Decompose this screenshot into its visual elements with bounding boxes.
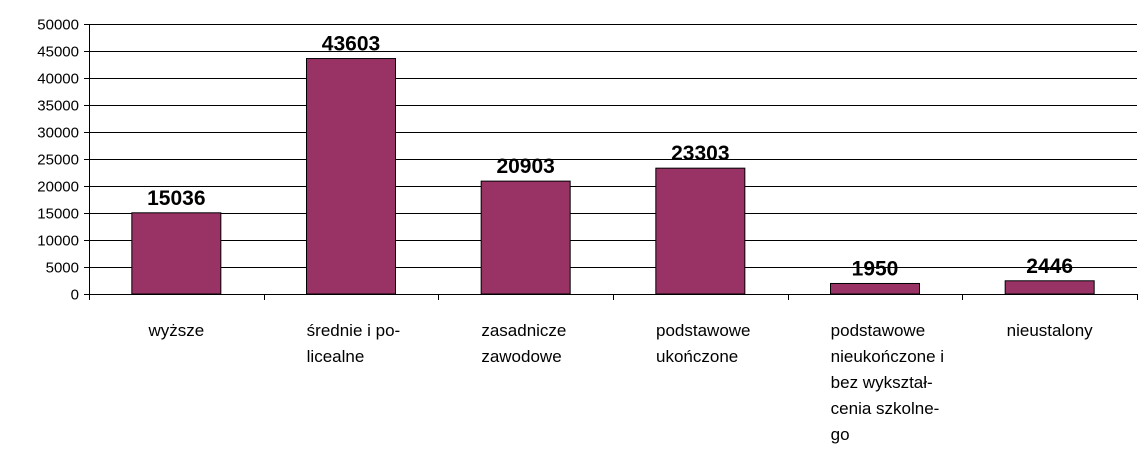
data-label: 20903 [496,155,554,178]
y-tick-label: 5000 [46,260,79,277]
x-category-label: wyższe [147,321,204,340]
bar [480,180,571,295]
x-category-label: bez wykształ- [831,373,933,392]
y-tick-label: 40000 [37,71,79,88]
bar [306,58,396,295]
y-tick-label: 15000 [37,206,79,223]
data-label: 43603 [322,33,380,56]
x-category-label: zasadnicze [481,321,566,340]
x-category-label: zawodowe [481,347,561,366]
x-category-label: średnie i po- [307,321,401,340]
bar [131,212,222,295]
bar [830,282,920,295]
y-tick-label: 45000 [37,44,79,61]
data-label: 2446 [1026,255,1073,278]
y-tick-label: 10000 [37,233,79,250]
bar [655,167,746,295]
x-category-label: licealne [307,347,365,366]
data-label: 23303 [671,142,729,165]
x-category-label: podstawowe [831,321,926,340]
x-category-label: ukończone [656,347,738,366]
data-label: 1950 [852,257,899,280]
y-tick-label: 30000 [37,125,79,142]
y-tick-label: 20000 [37,179,79,196]
y-tick-label: 35000 [37,98,79,115]
y-tick-label: 0 [71,287,79,304]
x-category-label: nieustalony [1007,321,1094,340]
x-category-label: nieukończone i [831,347,944,366]
bar [1004,280,1095,295]
data-label: 15036 [147,187,205,210]
x-category-label: go [831,425,850,444]
x-category-label: cenia szkolne- [831,399,940,418]
y-tick-label: 25000 [37,152,79,169]
x-category-label: podstawowe [656,321,751,340]
y-tick-label: 50000 [37,17,79,34]
